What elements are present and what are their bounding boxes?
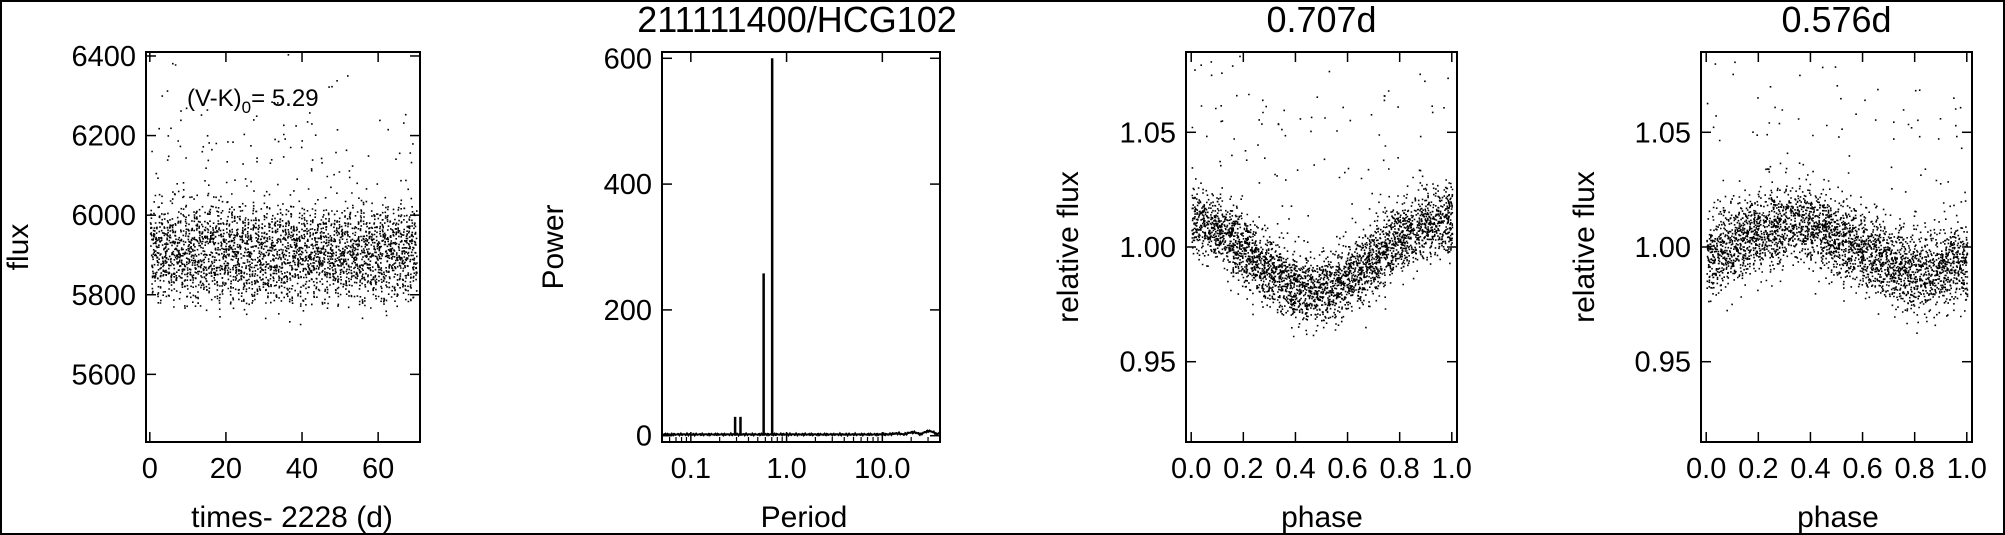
y-tick-label-2-1: 1.00 bbox=[1120, 232, 1176, 264]
y-tick-label-3-1: 1.00 bbox=[1635, 232, 1691, 264]
panel-light-curve: 0 20 40 60 5600 5800 6000 6200 6400 times- 2228 (… bbox=[2, 41, 421, 534]
x-tick-label-3-3: 0.6 bbox=[1842, 453, 1882, 485]
y-axis-label-1: Power bbox=[537, 204, 570, 289]
x-tick-label-2-1: 0.2 bbox=[1223, 453, 1263, 485]
y-tick-label-1-0: 0 bbox=[636, 421, 652, 453]
x-axis-label-2: phase bbox=[1281, 501, 1363, 534]
x-axis-label-1: Period bbox=[761, 501, 848, 534]
x-tick-label-0-0: 0 bbox=[142, 453, 158, 485]
annotation-color-index: (V-K)0= 5.29 bbox=[187, 85, 319, 117]
x-tick-label-2-2: 0.4 bbox=[1275, 453, 1315, 485]
annotation-value: = 5.29 bbox=[251, 85, 318, 112]
x-tick-label-1-0: 0.1 bbox=[671, 453, 711, 485]
panel-title-3: 0.576d bbox=[1781, 0, 1891, 40]
y-axis-label-2: relative flux bbox=[1052, 171, 1085, 323]
phased-points-2 bbox=[1191, 55, 1454, 338]
panel-periodogram: 0.1 1.0 10.0 0 200 400 600 Period Power bbox=[537, 43, 941, 534]
x-tick-label-0-1: 20 bbox=[210, 453, 242, 485]
y-axis-label-0: flux bbox=[2, 224, 35, 271]
plot-frame-1 bbox=[661, 51, 941, 443]
y-tick-label-3-0: 0.95 bbox=[1635, 347, 1691, 379]
x-tick-label-1-1: 1.0 bbox=[766, 453, 806, 485]
y-tick-label-0-1: 5800 bbox=[71, 280, 136, 312]
x-axis-label-0: times- 2228 (d) bbox=[191, 501, 393, 534]
annotation-subscript: 0 bbox=[242, 98, 251, 117]
y-tick-label-3-2: 1.05 bbox=[1635, 117, 1691, 149]
x-tick-label-2-5: 1.0 bbox=[1432, 453, 1472, 485]
y-tick-label-0-2: 6000 bbox=[71, 200, 136, 232]
y-axis-label-3: relative flux bbox=[1568, 171, 1601, 323]
x-tick-label-2-4: 0.8 bbox=[1380, 453, 1420, 485]
periodogram-baseline bbox=[661, 429, 941, 438]
y-tick-label-0-0: 5600 bbox=[71, 359, 136, 391]
y-tick-label-1-2: 400 bbox=[604, 169, 652, 201]
x-tick-label-0-2: 40 bbox=[286, 453, 318, 485]
x-tick-label-3-4: 0.8 bbox=[1895, 453, 1935, 485]
panel-title-2: 0.707d bbox=[1266, 0, 1376, 40]
x-tick-label-3-2: 0.4 bbox=[1790, 453, 1830, 485]
x-tick-label-3-5: 1.0 bbox=[1947, 453, 1987, 485]
plot-frame-0 bbox=[145, 51, 421, 443]
figure-title: 211111400/HCG102 bbox=[637, 0, 957, 40]
x-tick-label-1-2: 10.0 bbox=[854, 453, 910, 485]
annotation-base: (V-K) bbox=[187, 85, 242, 112]
x-tick-label-2-0: 0.0 bbox=[1171, 453, 1211, 485]
panel-phased-0707: 0.0 0.2 0.4 0.6 0.8 1.0 0.95 1.00 1.05 phase relat… bbox=[1052, 0, 1472, 534]
x-tick-label-3-0: 0.0 bbox=[1686, 453, 1726, 485]
x-tick-label-0-3: 60 bbox=[362, 453, 394, 485]
x-axis-label-3: phase bbox=[1797, 501, 1879, 534]
y-tick-label-1-1: 200 bbox=[604, 295, 652, 327]
y-tick-label-0-3: 6200 bbox=[71, 121, 136, 153]
x-tick-label-3-1: 0.2 bbox=[1738, 453, 1778, 485]
x-tick-label-2-3: 0.6 bbox=[1327, 453, 1367, 485]
y-tick-label-2-0: 0.95 bbox=[1120, 347, 1176, 379]
y-tick-label-2-2: 1.05 bbox=[1120, 117, 1176, 149]
y-tick-label-0-4: 6400 bbox=[71, 41, 136, 73]
panel-phased-0576: 0.0 0.2 0.4 0.6 0.8 1.0 0.95 1.00 1.05 phase relat… bbox=[1568, 0, 1987, 534]
y-tick-label-1-3: 600 bbox=[604, 43, 652, 75]
